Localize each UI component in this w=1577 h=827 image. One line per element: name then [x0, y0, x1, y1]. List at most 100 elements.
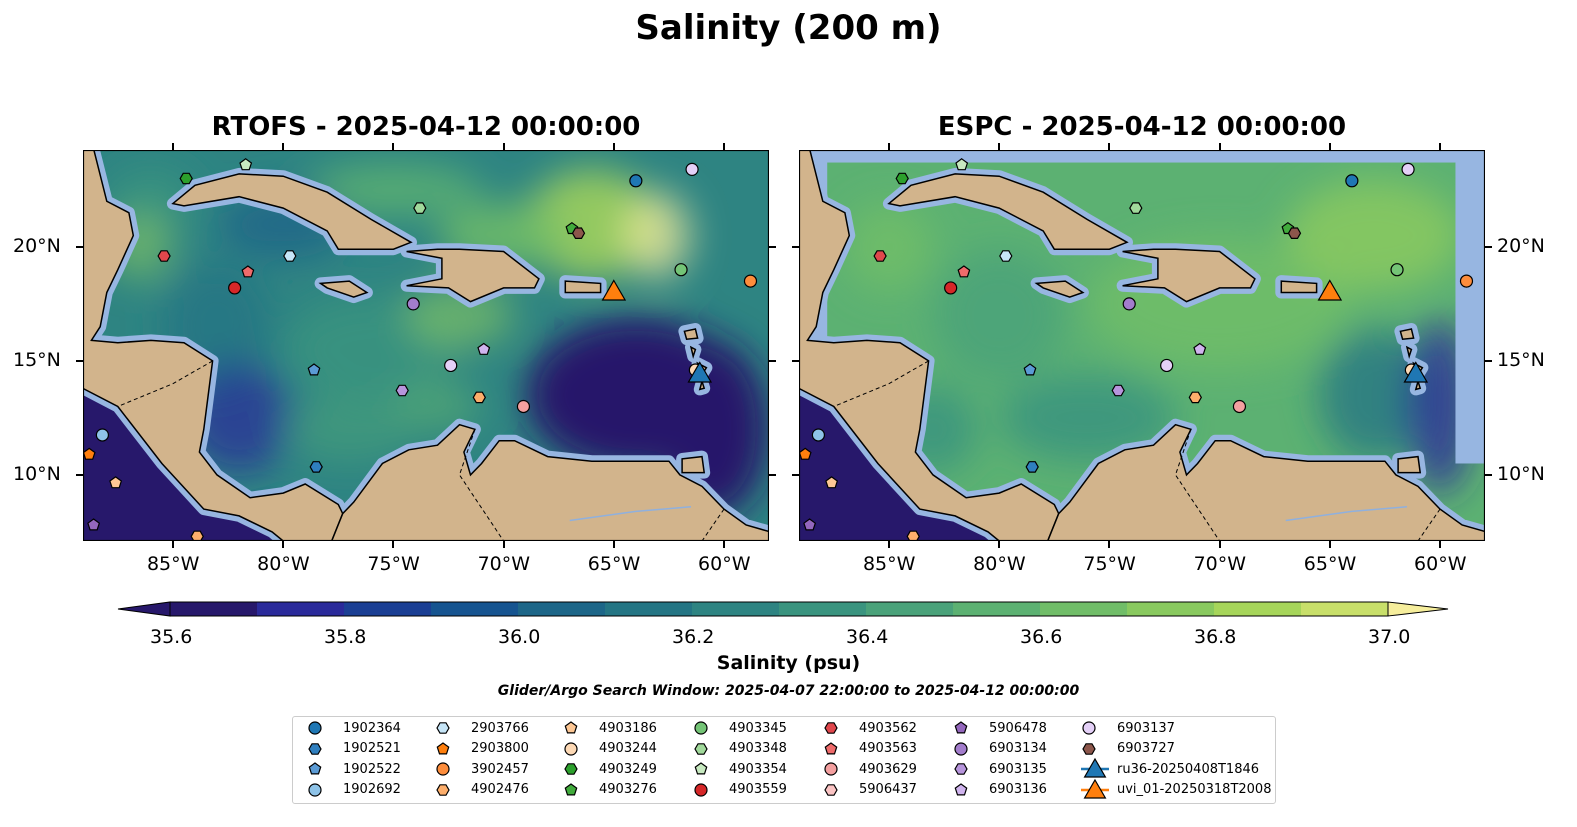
marker-4903249[interactable]: [895, 172, 909, 185]
marker-2903800[interactable]: [83, 447, 96, 460]
marker-1902692[interactable]: [811, 428, 825, 442]
marker-4903559[interactable]: [944, 281, 958, 295]
circle-marker-icon: [308, 721, 322, 735]
legend-item-4903629: 4903629: [823, 759, 917, 779]
hexagon-marker-icon: [436, 783, 450, 796]
colorbar-bin: [1301, 602, 1389, 616]
circle-marker-icon: [1082, 721, 1096, 735]
lon-tick-label: 60°W: [1414, 553, 1467, 575]
colorbar-frame: [169, 601, 1389, 617]
tick-mark: [792, 359, 799, 362]
tick-mark: [76, 359, 83, 362]
marker-3902457[interactable]: [743, 274, 758, 288]
marker-2903766[interactable]: [999, 250, 1013, 262]
marker-6903134[interactable]: [406, 297, 420, 311]
colorbar-tick-label: 35.8: [324, 626, 367, 648]
marker-4903345[interactable]: [674, 263, 688, 277]
marker-4903563[interactable]: [957, 265, 971, 278]
tick-mark: [1108, 143, 1111, 150]
legend-item-4903354: 4903354: [693, 759, 787, 779]
legend-label: 1902521: [343, 741, 401, 756]
marker-6903136[interactable]: [477, 342, 491, 355]
marker-6903135[interactable]: [395, 384, 409, 397]
marker-6903137[interactable]: [1401, 162, 1415, 176]
tick-mark: [1439, 143, 1442, 150]
marker-1902522[interactable]: [1023, 363, 1037, 376]
legend-item-4903559: 4903559: [693, 780, 787, 800]
marker-uvi_01-20250318T2008[interactable]: [601, 279, 627, 301]
colorbar-tick-label: 36.2: [672, 626, 715, 648]
marker-4903629[interactable]: [1232, 399, 1247, 414]
pentagon-marker-icon: [694, 762, 708, 775]
marker-6903727[interactable]: [571, 227, 586, 240]
marker-6903727[interactable]: [1287, 227, 1302, 240]
marker-3902457[interactable]: [1459, 274, 1474, 288]
marker-2903766[interactable]: [283, 250, 297, 262]
marker-5906478[interactable]: [803, 518, 817, 531]
colorbar-bin: [692, 602, 780, 616]
land-central-america: [83, 150, 344, 541]
pentagon-marker-icon: [954, 782, 968, 795]
espc-salinity-map: [799, 150, 1485, 541]
marker-6903137[interactable]: [685, 162, 699, 176]
marker-2903800[interactable]: [799, 447, 812, 460]
marker-4903354[interactable]: [239, 158, 253, 171]
marker-4903559[interactable]: [228, 281, 242, 295]
marker-1902521[interactable]: [1025, 461, 1039, 473]
marker-1902364[interactable]: [629, 174, 643, 188]
marker-4902476[interactable]: [1188, 391, 1202, 404]
land-puerto-rico: [1280, 280, 1318, 294]
tick-mark: [76, 245, 83, 248]
colorbar-bin: [431, 602, 519, 616]
tick-mark: [998, 143, 1001, 150]
colorbar-extend-max: [1387, 601, 1449, 617]
lon-tick-label: 60°W: [698, 553, 751, 575]
marker-4903562[interactable]: [873, 250, 887, 262]
marker-4903348[interactable]: [1129, 202, 1143, 214]
lon-tick-label: 85°W: [862, 553, 916, 575]
marker-1902692[interactable]: [95, 428, 109, 442]
marker-4903348[interactable]: [413, 202, 427, 214]
marker-1902521[interactable]: [309, 461, 323, 473]
hexagon-marker-icon: [824, 722, 838, 734]
map-frame: [83, 150, 769, 541]
land-south-america: [1046, 423, 1485, 541]
marker-uvi_01-20250318T2008[interactable]: [1317, 279, 1343, 301]
salinity-colorbar: [117, 601, 1449, 617]
marker-4902476[interactable]: [906, 530, 920, 541]
land-st-lucia: [698, 378, 706, 391]
marker-4903629[interactable]: [516, 399, 531, 414]
marker-4903345[interactable]: [1390, 263, 1404, 277]
marker-4903186[interactable]: [825, 476, 839, 489]
border-line: [117, 360, 213, 407]
marker-6903134[interactable]: [1122, 297, 1136, 311]
legend-label: 4903562: [859, 720, 917, 736]
colorbar-tick-label: 36.0: [498, 626, 541, 648]
marker-4903562[interactable]: [157, 250, 171, 262]
marker-4903249[interactable]: [179, 172, 193, 185]
marker-4902476[interactable]: [472, 391, 486, 404]
lon-tick-label: 65°W: [587, 553, 641, 575]
marker-ru36-20250408T1846[interactable]: [1403, 361, 1429, 383]
tick-mark: [171, 143, 174, 150]
marker-4902476[interactable]: [190, 530, 204, 541]
marker-4903354[interactable]: [955, 158, 969, 171]
marker-4903186[interactable]: [109, 476, 123, 489]
marker-1902364[interactable]: [1345, 174, 1359, 188]
hexagon-marker-icon: [436, 722, 450, 734]
marker-6903136[interactable]: [1193, 342, 1207, 355]
colorbar-bin: [779, 602, 867, 616]
marker-6903135[interactable]: [1111, 384, 1125, 397]
marker-4903563[interactable]: [241, 265, 255, 278]
legend: 1902364 1902521 1902522 1902692 2903766 29038…: [292, 716, 1276, 804]
marker-ru36-20250408T1846[interactable]: [687, 361, 713, 383]
hexagon-marker-icon: [564, 763, 578, 775]
marker-6903137[interactable]: [444, 358, 458, 373]
marker-6903137[interactable]: [1160, 358, 1174, 373]
land-dominica: [1405, 345, 1413, 360]
marker-1902522[interactable]: [307, 363, 321, 376]
lon-tick-label: 75°W: [367, 553, 420, 575]
marker-5906478[interactable]: [87, 518, 101, 531]
lon-tick-label: 80°W: [257, 553, 310, 575]
legend-label: 6903727: [1117, 741, 1175, 756]
